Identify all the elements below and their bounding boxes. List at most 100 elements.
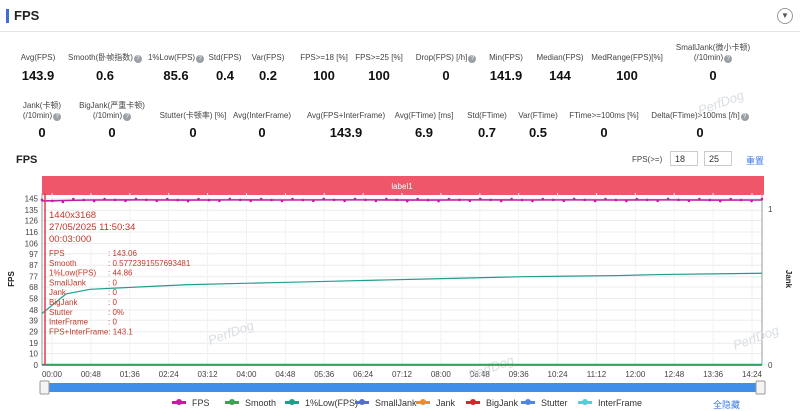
metric-value: 0 <box>696 125 704 140</box>
y-tick-label: 116 <box>25 228 38 237</box>
hide-all-button[interactable]: 全隐藏 <box>713 400 741 410</box>
metric-label: Drop(FPS) [/h]? <box>391 53 501 63</box>
legend-swatch <box>225 399 239 405</box>
y2-axis-label: Jank <box>784 270 793 289</box>
y-tick-label: 58 <box>29 294 38 303</box>
metric-value: 6.9 <box>414 125 434 140</box>
metric-9: Median(FPS) 144 <box>505 53 615 83</box>
fps-point <box>499 199 503 203</box>
legend-item-stutter[interactable]: Stutter <box>521 398 568 408</box>
zoom-slider-track[interactable] <box>44 383 760 392</box>
fps-point <box>124 199 127 203</box>
y-tick-label: 48 <box>29 306 38 315</box>
tooltip-key: BigJank <box>49 298 78 307</box>
threshold-input-1[interactable] <box>670 151 698 166</box>
metric-7: Var(FTime) 0.5 <box>483 111 593 140</box>
y-tick-label: 106 <box>25 239 39 248</box>
x-tick-label: 01:36 <box>120 370 141 379</box>
metric-value: 143.9 <box>21 68 55 83</box>
help-icon[interactable]: ? <box>740 113 749 121</box>
tooltip-value: : 44.86 <box>108 269 133 278</box>
tooltip-value: : 0 <box>108 318 117 327</box>
metric-value: 0.2 <box>258 68 278 83</box>
help-icon[interactable]: ? <box>53 113 62 121</box>
fps-point <box>92 199 96 203</box>
legend-item-smalljank[interactable]: SmallJank <box>355 398 417 408</box>
x-tick-label: 10:24 <box>548 370 569 379</box>
zoom-handle-right[interactable] <box>755 380 766 395</box>
fps-point <box>238 198 242 202</box>
fps-point <box>708 198 712 202</box>
fps-point <box>718 199 722 203</box>
metric-7: Drop(FPS) [/h]? 0 <box>391 53 501 83</box>
legend-item-jank[interactable]: Jank <box>416 398 455 408</box>
metric-0: Avg(FPS) 143.9 <box>0 53 93 83</box>
chevron-down-icon[interactable]: ▼ <box>777 8 793 24</box>
metric-label: FPS>=25 [%] <box>355 53 403 62</box>
y-tick-label: 29 <box>29 328 38 337</box>
tooltip-value: : 0 <box>108 278 117 287</box>
chart-title: FPS <box>16 154 38 166</box>
x-tick-label: 08:00 <box>431 370 452 379</box>
fps-point <box>280 199 284 203</box>
tooltip-value: : 0% <box>108 308 124 317</box>
metric-label: Avg(FPS) <box>20 53 56 62</box>
fps-point <box>656 199 659 203</box>
legend-label: BigJank <box>486 398 519 408</box>
metric-6: FPS>=25 [%] 100 <box>324 53 434 83</box>
y-tick-label: 39 <box>29 316 38 325</box>
y-tick-label: 19 <box>29 339 38 348</box>
legend-item-interframe[interactable]: InterFrame <box>578 398 642 408</box>
tooltip-key: SmallJank <box>49 278 87 287</box>
metric-label: Smooth(卧帧指数)? <box>50 53 160 63</box>
x-tick-label: 00:00 <box>42 370 63 379</box>
fps-point <box>134 197 138 201</box>
threshold-input-2[interactable] <box>704 151 732 166</box>
legend-label: InterFrame <box>598 398 643 408</box>
fps-point <box>218 199 221 203</box>
y-tick-label: 0 <box>34 361 39 370</box>
metric-label: FPS>=18 [%] <box>300 53 348 62</box>
fps-point <box>51 199 54 203</box>
fps-point <box>301 198 305 202</box>
x-tick-label: 02:24 <box>159 370 180 379</box>
tooltip-key: FPS <box>49 249 65 258</box>
legend-label: 1%Low(FPS) <box>305 398 359 408</box>
x-tick-label: 03:12 <box>198 370 219 379</box>
metric-label: 1%Low(FPS)? <box>121 53 231 63</box>
metric-8: Min(FPS) 141.9 <box>451 53 561 83</box>
metric-5: Avg(FTime) [ms] 6.9 <box>369 111 479 140</box>
x-tick-label: 14:24 <box>742 370 763 379</box>
metric-10: MedRange(FPS)[%] 100 <box>572 53 682 83</box>
metric-value: 0.7 <box>477 125 497 140</box>
help-icon[interactable]: ? <box>724 55 733 63</box>
fps-point <box>228 197 232 201</box>
legend-item-bigjank[interactable]: BigJank <box>466 398 518 408</box>
fps-point <box>197 197 200 201</box>
y2-tick-label: 0 <box>768 361 773 370</box>
legend-item-smooth[interactable]: Smooth <box>225 398 276 408</box>
reset-button[interactable]: 重置 <box>746 156 765 166</box>
fps-point <box>572 197 576 201</box>
metric-value: 85.6 <box>163 68 189 83</box>
tooltip-header-line: 27/05/2025 11:50:34 <box>49 222 135 233</box>
help-icon[interactable]: ? <box>123 113 132 121</box>
legend-item-fps[interactable]: FPS <box>172 398 210 408</box>
metric-label: Median(FPS) <box>536 53 584 62</box>
tooltip-header-line: 1440x3168 <box>49 210 96 221</box>
x-tick-label: 11:12 <box>587 370 607 379</box>
help-icon[interactable]: ? <box>196 55 205 63</box>
x-tick-label: 06:24 <box>353 370 374 379</box>
legend-item-1-low-fps-[interactable]: 1%Low(FPS) <box>285 398 358 408</box>
metric-label: Min(FPS) <box>489 53 523 62</box>
fps-point <box>645 198 649 202</box>
fps-point <box>447 197 451 201</box>
fps-point <box>312 199 315 203</box>
zoom-handle-left[interactable] <box>39 380 50 395</box>
help-icon[interactable]: ? <box>468 55 477 63</box>
y-tick-label: 145 <box>25 195 39 204</box>
metric-label: Std(FPS) <box>208 53 242 62</box>
metric-label: MedRange(FPS)[%] <box>591 53 663 62</box>
y-tick-label: 135 <box>25 206 39 215</box>
help-icon[interactable]: ? <box>133 55 142 63</box>
